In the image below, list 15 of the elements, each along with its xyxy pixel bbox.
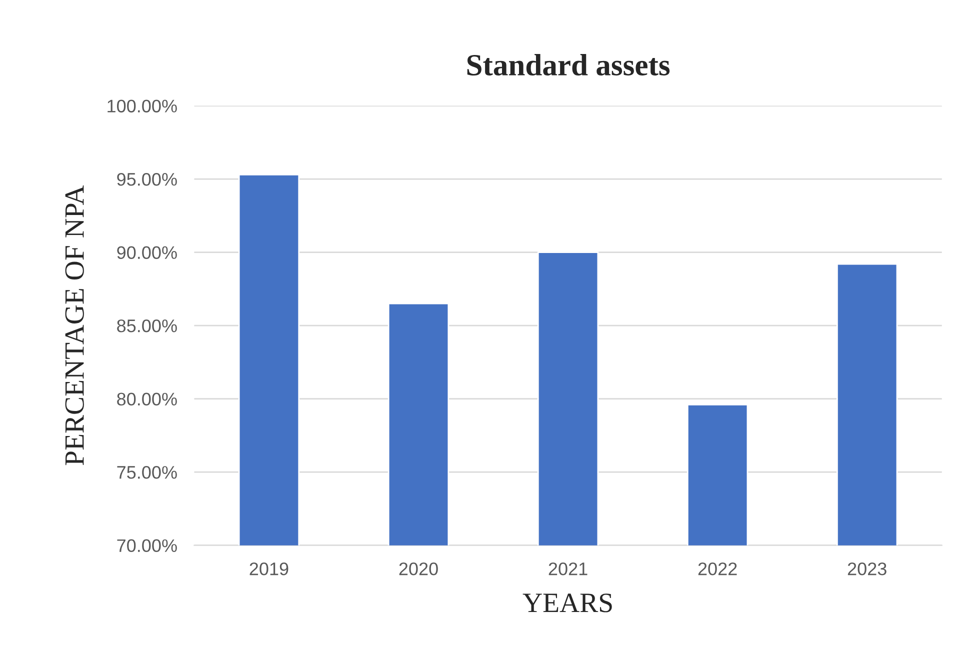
x-axis-title: YEARS — [522, 594, 612, 612]
y-tick-label: 85.00% — [117, 319, 177, 332]
y-tick-label: 80.00% — [117, 392, 177, 406]
x-tick-label: 2019 — [250, 562, 288, 576]
x-tick-label: 2022 — [698, 562, 737, 576]
y-tick-label: 95.00% — [117, 172, 177, 186]
chart-title: Standard assets — [467, 54, 670, 76]
y-tick-label: 70.00% — [117, 539, 177, 552]
y-tick-label: 75.00% — [117, 466, 177, 479]
y-axis-title: PERCENTAGE OF NPA — [65, 185, 84, 466]
x-tick-label: 2020 — [399, 562, 438, 576]
y-tick-label: 100.00% — [108, 100, 177, 112]
y-tick-label: 90.00% — [117, 246, 177, 259]
x-tick-label: 2021 — [548, 562, 588, 576]
x-tick-label: 2023 — [848, 562, 886, 576]
